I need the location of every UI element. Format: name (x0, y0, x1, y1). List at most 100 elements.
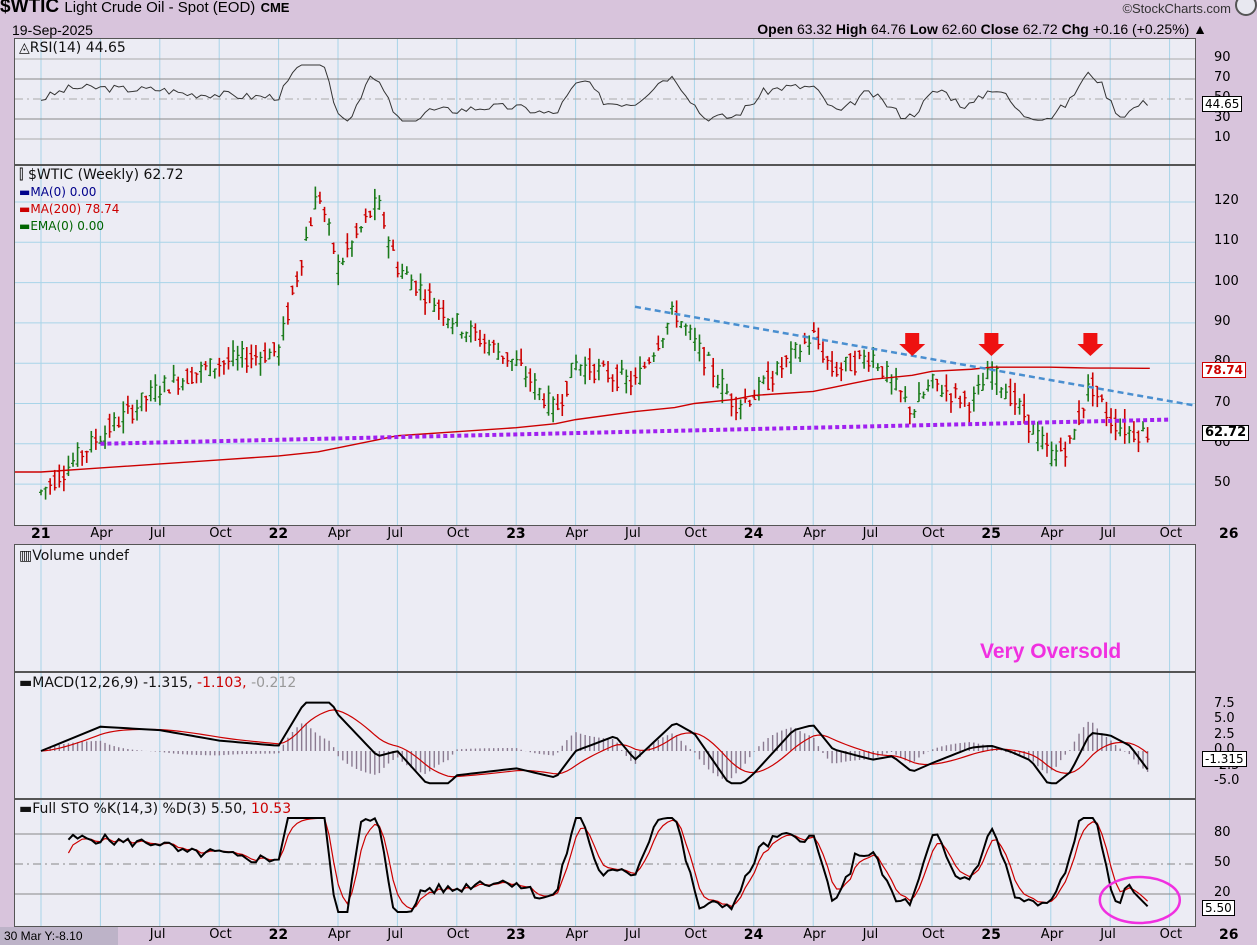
x-tick-label-bottom: Apr (328, 927, 351, 942)
symbol: $WTIC (0, 0, 60, 17)
rsi-value-tag: 44.65 (1202, 96, 1243, 112)
x-tick-label: Oct (1159, 526, 1183, 541)
macd-signal-line (40, 709, 1148, 778)
sto-tick-label: 20 (1214, 885, 1231, 900)
x-tick-label: Apr (1040, 526, 1064, 541)
x-tick-label-bottom: Oct (209, 927, 232, 942)
resistance-arrow-icon (899, 333, 926, 356)
x-tick-label-bottom: 26 (1219, 927, 1239, 943)
sto-k-line (67, 816, 1149, 913)
rsi-tick-label: 90 (1214, 50, 1231, 65)
x-tick-label-bottom: Jul (1100, 927, 1116, 942)
x-tick-label: Apr (803, 526, 826, 541)
x-tick-label-bottom: Oct (922, 927, 945, 942)
macd-value-tag: -1.315 (1202, 751, 1247, 767)
resistance-arrow-icon (978, 333, 1005, 356)
volume-plot (40, 545, 1171, 671)
x-tick-label: Oct (209, 526, 232, 541)
sto-tick-label: 50 (1214, 855, 1231, 870)
resistance-arrow-icon (1077, 333, 1104, 356)
chart-options-icon[interactable] (1235, 0, 1257, 16)
price-legend: ⫿ $WTIC (Weekly) 62.72 (19, 167, 184, 183)
price-legend-title: $WTIC (Weekly) 62.72 (27, 167, 184, 183)
x-tick-label: 21 (31, 526, 51, 542)
close-value: 62.72 (1022, 21, 1058, 37)
rsi-plot (15, 39, 1195, 164)
sto-legend-main: Full STO %K(14,3) %D(3) 5.50, (32, 801, 247, 817)
close-value-tag: 62.72 (1202, 425, 1250, 441)
chg-value: +0.16 (+0.25%) (1092, 21, 1190, 37)
x-tick-label: Jul (862, 526, 879, 541)
x-tick-label-bottom: Apr (803, 927, 826, 942)
crosshair-readout: 30 Mar Y:-8.10 (0, 927, 118, 945)
volume-legend-text: Volume undef (32, 548, 129, 564)
x-tick-label: Apr (90, 526, 113, 541)
price-plot (15, 166, 1195, 525)
ema0-legend: ▬EMA(0) 0.00 (19, 219, 105, 233)
open-value: 63.32 (796, 21, 833, 37)
rsi-legend: ◬RSI(14) 44.65 (19, 40, 126, 56)
x-tick-label-bottom: Oct (1159, 927, 1183, 942)
sto-tick-label: 80 (1214, 825, 1231, 840)
macd-panel: ▬MACD(12,26,9) -1.315, -1.103, -0.212 (14, 672, 1196, 799)
ma0-legend-text: MA(0) 0.00 (30, 185, 97, 199)
oversold-circle (1098, 875, 1182, 925)
chg-label: Chg (1061, 21, 1089, 37)
x-tick-label-bottom: 23 (506, 927, 526, 943)
x-tick-label: Jul (387, 526, 404, 541)
price-tick-label: 50 (1214, 475, 1231, 491)
quote-summary: Open 63.32 High 64.76 Low 62.60 Close 62… (757, 21, 1207, 37)
volume-legend: ▥Volume undef (19, 548, 129, 564)
macd-plot (40, 673, 1171, 798)
x-tick-label-bottom: Jul (149, 927, 166, 942)
chart-title: $WTIC Light Crude Oil - Spot (EOD) CME (0, 0, 289, 18)
bars-icon: ⫿ (19, 167, 24, 183)
sto-legend: ▬Full STO %K(14,3) %D(3) 5.50, 10.53 (19, 801, 292, 817)
very-oversold-annotation: Very Oversold (980, 640, 1122, 663)
macd-tick-label: 2.5 (1214, 726, 1235, 742)
x-tick-label-bottom: Jul (862, 927, 879, 942)
rsi-tick-label: 30 (1214, 110, 1231, 125)
x-tick-label: Apr (565, 526, 589, 541)
low-label: Low (909, 21, 938, 37)
rsi-icon: ◬ (19, 40, 30, 56)
x-tick-label-bottom: Jul (387, 927, 404, 942)
macd-line (40, 701, 1149, 785)
ma200-value-tag: 78.74 (1202, 362, 1246, 378)
x-tick-label: 25 (981, 526, 1001, 542)
x-tick-label: Oct (684, 526, 707, 541)
support-line (100, 417, 1170, 446)
price-tick-label: 70 (1214, 394, 1231, 410)
brand-label[interactable]: ©StockCharts.com (1122, 1, 1231, 16)
ema0-legend-text: EMA(0) 0.00 (30, 219, 105, 233)
x-tick-label: Jul (1100, 526, 1116, 541)
volume-icon: ▥ (19, 548, 33, 564)
price-tick-label: 90 (1214, 313, 1231, 329)
instrument-name: Light Crude Oil - Spot (EOD) (64, 0, 256, 16)
rsi-tick-label: 70 (1214, 70, 1231, 85)
ma0-legend: ▬MA(0) 0.00 (19, 185, 97, 199)
sto-value-tag: 5.50 (1202, 900, 1235, 916)
x-tick-label-bottom: Jul (625, 927, 641, 942)
chart-date: 19-Sep-2025 (12, 22, 93, 38)
x-tick-label: Jul (625, 526, 641, 541)
macd-tick-label: 7.5 (1214, 695, 1235, 711)
volume-panel: ▥Volume undef (14, 544, 1196, 672)
x-tick-label-bottom: 25 (981, 927, 1001, 943)
downtrend-line (634, 305, 1195, 407)
x-tick-label-bottom: Apr (565, 927, 589, 942)
chg-up-arrow-icon: ▲ (1193, 21, 1207, 37)
price-tick-label: 110 (1214, 233, 1239, 249)
rsi-panel: ◬RSI(14) 44.65 (14, 38, 1196, 165)
x-tick-label-bottom: 24 (743, 927, 764, 943)
exchange: CME (260, 0, 290, 15)
x-tick-label-bottom: Oct (446, 927, 470, 942)
price-tick-label: 100 (1214, 273, 1239, 289)
close-label: Close (980, 21, 1019, 37)
macd-tick-label: 5.0 (1214, 711, 1235, 726)
macd-tick-label: -5.0 (1214, 773, 1240, 788)
sto-plot (15, 800, 1195, 926)
ma200-legend: ▬MA(200) 78.74 (19, 202, 120, 216)
x-tick-label-bottom: Apr (1040, 927, 1064, 942)
rsi-tick-label: 10 (1214, 130, 1231, 145)
